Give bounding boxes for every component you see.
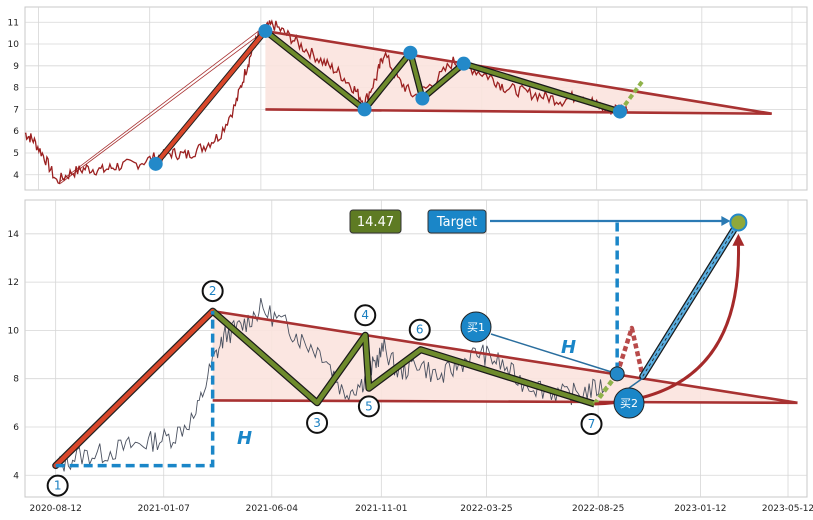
curve-arrow-head [732, 233, 745, 246]
labels-layer: 14.47 Target H H 买1 买2 [237, 209, 645, 449]
top-pivot-marker [258, 23, 273, 38]
top-pivot-marker [403, 45, 418, 60]
wave-label-7: 7 [588, 417, 596, 431]
x-tick-label: 2022-08-25 [572, 504, 624, 514]
buy-2-connector [628, 377, 644, 389]
height-label-2: H [561, 337, 576, 358]
wave-label-2: 2 [209, 284, 217, 298]
top-guide-line [60, 32, 262, 184]
bottom-impulse-line [53, 308, 215, 468]
wave-label-3: 3 [313, 416, 321, 430]
target-value-text: 14.47 [357, 215, 394, 230]
height-label-1: H [237, 428, 252, 449]
target-label-badge [427, 209, 487, 234]
top-pivot-marker [456, 56, 471, 71]
target-label-text: Target [436, 215, 477, 230]
bottom-zigzag-line [211, 309, 596, 407]
y-tick-label: 4 [13, 471, 19, 481]
wave-label-circle [46, 474, 69, 497]
y-tick-label: 7 [13, 105, 19, 115]
top-price-line [24, 19, 629, 185]
y-tick-label: 11 [8, 18, 19, 28]
buy-2-label: 买2 [620, 397, 638, 410]
y-tick-label: 8 [13, 84, 19, 94]
y-tick-label: 8 [13, 375, 19, 385]
buy-2-marker [613, 387, 645, 419]
top-triangle-upper [265, 29, 772, 115]
buy-1-point [609, 366, 625, 382]
bottom-price-line [55, 298, 607, 472]
top-pivot-marker [148, 156, 163, 171]
wave-label-circle [357, 395, 380, 418]
x-tick-label: 2020-08-12 [30, 504, 82, 514]
x-tick-label: 2023-05-12 [762, 504, 813, 514]
y-tick-label: 4 [13, 171, 19, 181]
top-triangle-lower [265, 108, 772, 115]
top-breakout-line [618, 79, 645, 113]
x-tick-label: 2021-11-01 [355, 504, 407, 514]
bottom-breakout-line [592, 372, 619, 406]
y-tick-label: 10 [8, 326, 20, 336]
bottom-triangle-upper [212, 309, 798, 405]
wave-label-circle [306, 411, 329, 434]
wave-label-circle [354, 304, 377, 327]
wave-label-1: 1 [54, 479, 62, 493]
x-tick-label: 2023-01-12 [674, 504, 726, 514]
height-measure-1 [55, 311, 215, 468]
top-pivot-marker [415, 91, 430, 106]
target-value-badge [349, 209, 402, 234]
target-arrow-head [721, 216, 731, 226]
top-guide-line [60, 28, 262, 182]
target-point [729, 213, 748, 232]
y-tick-label: 6 [13, 423, 19, 433]
top-pivot-marker [612, 104, 627, 119]
top-zigzag-line [264, 29, 621, 114]
y-tick-label: 5 [13, 149, 19, 159]
buy-1-label: 买1 [467, 321, 485, 334]
wave-label-5: 5 [365, 399, 373, 413]
x-tick-label: 2021-06-04 [246, 504, 299, 514]
wave-label-circle [201, 280, 224, 303]
y-tick-label: 9 [13, 62, 19, 72]
wave-label-4: 4 [361, 308, 369, 322]
y-tick-label: 6 [13, 127, 19, 137]
y-tick-label: 12 [8, 278, 19, 288]
wave-label-6: 6 [416, 323, 424, 337]
wave-label-circle [408, 318, 431, 341]
projection-center [642, 222, 739, 377]
top-impulse-line [153, 29, 268, 166]
top-pivot-marker [357, 102, 372, 117]
buy-1-connector [490, 333, 612, 373]
top-chart-layer [24, 19, 772, 185]
bottom-pullback-line [615, 325, 645, 377]
y-tick-label: 10 [8, 40, 20, 50]
x-tick-label: 2021-01-07 [138, 504, 190, 514]
y-tick-label: 14 [8, 230, 20, 240]
x-tick-label: 2022-03-25 [460, 504, 512, 514]
buy-1-marker [460, 311, 492, 343]
wave-label-circle [580, 413, 603, 436]
